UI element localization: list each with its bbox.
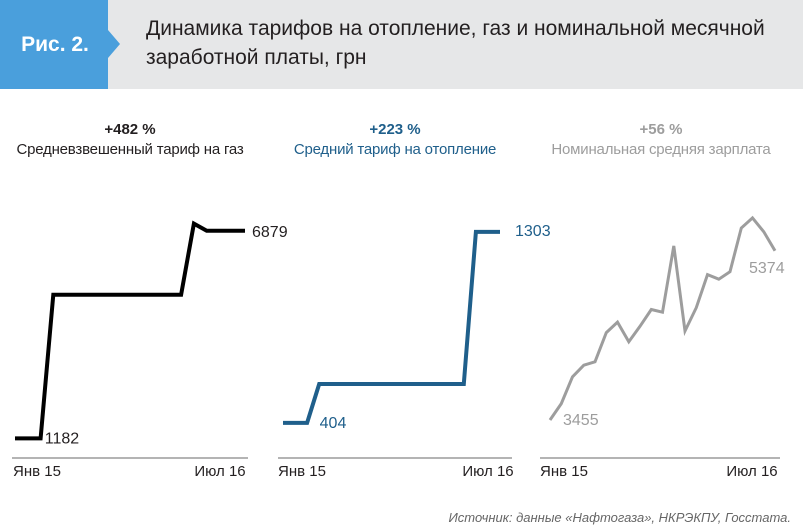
heating-x-tick-label: Янв 15 [278,463,326,480]
gas-change: +482 % [104,121,156,138]
heating-series-line [283,229,500,425]
gas-last-value-label: 6879 [252,224,288,241]
salary-x-tick-label: Июл 16 [726,463,777,480]
gas-first-value-label: 1182 [45,430,80,447]
gas-label: Средневзвешенный тариф на газ [16,141,244,158]
salary-last-value-label: 5374 [749,260,785,277]
source-note: Источник: данные «Нафтогаза», НКРЭКПУ, Г… [448,510,792,525]
gas-x-tick-label: Июл 16 [194,463,245,480]
badge-shape [0,0,120,89]
figure-label: Рис. 2. [21,32,89,56]
header-bar: Рис. 2. Динамика тарифов на отопление, г… [0,0,803,89]
salary-first-value-label: 3455 [563,412,599,429]
panel-gas-header: +482 % Средневзвешенный тариф на газ [0,120,260,160]
salary-x-tick-label: Янв 15 [540,463,588,480]
gas-series-line [15,220,245,441]
heating-label: Средний тариф на отопление [293,141,497,158]
heating-first-value-label: 404 [320,415,347,432]
panel-salary-header: +56 % Номинальная средняя зарплата [531,120,791,160]
gas-x-tick-label: Янв 15 [13,463,61,480]
salary-label: Номинальная средняя зарплата [551,141,771,158]
salary-series-line [548,215,777,421]
heating-x-tick-label: Июл 16 [462,463,513,480]
figure-badge: Рис. 2. [0,0,120,89]
heating-last-value-label: 1303 [515,223,551,240]
figure-title: Динамика тарифов на отопление, газ и ном… [146,17,765,69]
salary-change: +56 % [639,121,683,138]
heating-change: +223 % [369,121,421,138]
panel-heating-header: +223 % Средний тариф на отопление [265,120,525,160]
